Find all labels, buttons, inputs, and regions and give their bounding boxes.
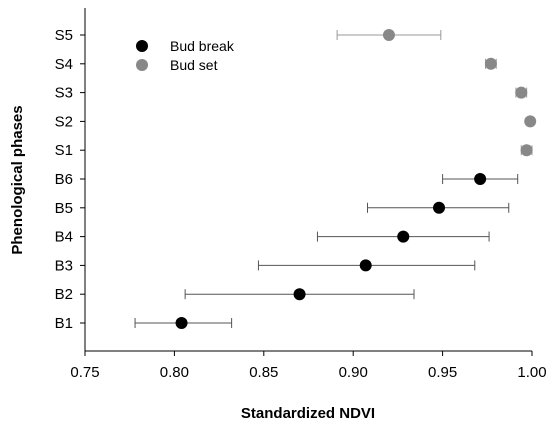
legend-label: Bud set [170, 57, 218, 73]
legend-marker [136, 59, 148, 71]
y-tick-label: B6 [55, 171, 73, 188]
data-point-b4 [397, 230, 410, 243]
x-tick-label: 0.95 [428, 364, 457, 381]
data-point-b3 [359, 259, 372, 272]
data-point-s2 [524, 115, 537, 128]
y-tick-label: S3 [55, 85, 73, 102]
y-tick-label: B2 [55, 286, 73, 303]
legend: Bud break Bud set [136, 38, 235, 73]
y-tick-label: S1 [55, 142, 73, 159]
data-point-s4 [484, 57, 497, 70]
y-tick-label: B5 [55, 200, 73, 217]
data-point-s3 [515, 86, 528, 99]
legend-label: Bud break [170, 38, 235, 54]
x-tick-label: 0.85 [249, 364, 278, 381]
y-tick-label: B3 [55, 257, 73, 274]
data-point-b2 [293, 288, 306, 301]
y-tick-label: S4 [55, 56, 73, 73]
data-point-b6 [474, 173, 487, 185]
y-axis-title: Phenological phases [9, 105, 26, 254]
series-layer [134, 29, 537, 329]
y-axis-ticks: B1 B2 B3 B4 B5 B6 S1 S2 S3 S4 S5 [55, 27, 85, 332]
x-tick-label: 1.00 [517, 364, 546, 381]
y-tick-label: B1 [55, 315, 73, 332]
x-axis-ticks: 0.75 0.80 0.85 0.90 0.95 1.00 [70, 351, 547, 381]
data-point-s1 [520, 144, 533, 157]
data-point-s5 [382, 29, 395, 41]
series-bud-break [134, 173, 519, 329]
y-tick-label: B4 [55, 229, 73, 246]
x-tick-label: 0.90 [339, 364, 368, 381]
y-tick-label: S5 [55, 27, 73, 44]
x-tick-label: 0.80 [160, 364, 189, 381]
series-bud-set [336, 29, 537, 157]
legend-marker [136, 40, 148, 52]
x-axis-title: Standardized NDVI [241, 405, 375, 422]
data-point-b5 [433, 201, 446, 214]
data-point-b1 [175, 317, 188, 329]
x-tick-label: 0.75 [70, 364, 99, 381]
y-tick-label: S2 [55, 113, 73, 130]
